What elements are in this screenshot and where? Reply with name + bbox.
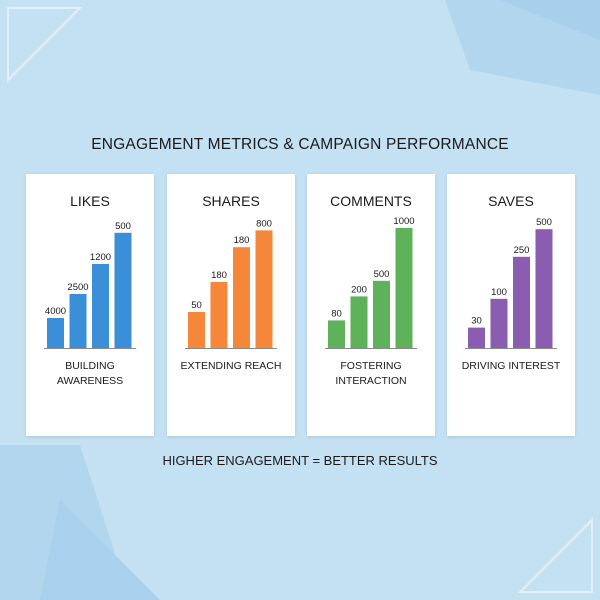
bar-chart: 80 200 500 1000: [325, 216, 417, 349]
bar: [535, 229, 553, 348]
chart-title: LIKES: [70, 193, 110, 209]
bar: [47, 318, 64, 348]
bar: [233, 247, 250, 348]
chart-caption: EXTENDING REACH: [180, 360, 282, 372]
bar: [513, 256, 530, 348]
bar: [210, 282, 228, 348]
chart-title: SHARES: [202, 193, 260, 209]
data-label: 250: [514, 245, 530, 256]
data-label: 180: [234, 235, 250, 246]
chart-title: SAVES: [488, 193, 534, 209]
data-label: 1200: [90, 252, 111, 263]
bar-chart: 30 100 250 500: [465, 217, 557, 349]
data-label: 180: [211, 270, 227, 281]
data-label: 2500: [67, 282, 88, 293]
chart-caption: BUILDING AWARENESS: [56, 360, 124, 387]
bar-chart: 4000 2500 1200 500: [44, 221, 136, 349]
data-label: 100: [491, 287, 507, 298]
bar: [468, 327, 485, 348]
bar: [350, 296, 368, 348]
chart-card-saves: SAVES 30 100 250 500 DRIVING INTEREST: [447, 174, 575, 436]
data-label: 1000: [393, 216, 414, 227]
bar: [69, 294, 87, 348]
bar: [92, 264, 109, 348]
chart-caption: DRIVING INTEREST: [461, 360, 561, 372]
bar-chart: 50 180 180 800: [185, 218, 277, 349]
bar: [328, 320, 345, 348]
bar: [255, 230, 273, 348]
data-label: 200: [351, 284, 367, 295]
data-label: 800: [256, 218, 272, 229]
bar: [490, 298, 508, 348]
data-label: 50: [191, 300, 202, 311]
data-label: 500: [536, 217, 552, 228]
footer-tagline: HIGHER ENGAGEMENT = BETTER RESULTS: [162, 453, 438, 468]
page-title: ENGAGEMENT METRICS & CAMPAIGN PERFORMANC…: [91, 136, 509, 153]
chart-caption: FOSTERING INTERACTION: [335, 360, 407, 387]
bar: [188, 312, 205, 348]
chart-title: COMMENTS: [330, 193, 412, 209]
bar: [373, 280, 390, 348]
chart-card-likes: LIKES 4000 2500 1200 500 BUILDING AWARENESS: [26, 174, 154, 436]
bar: [114, 232, 132, 348]
data-label: 80: [331, 308, 342, 319]
data-label: 30: [471, 316, 482, 327]
data-label: 500: [115, 221, 131, 232]
bar: [395, 228, 413, 348]
chart-card-comments: COMMENTS 80 200 500 1000 FOSTERING INTERACTIO…: [307, 174, 435, 436]
data-label: 4000: [45, 306, 66, 317]
chart-card-shares: SHARES 50 180 180 800 EXTENDING REACH: [167, 174, 295, 436]
data-label: 500: [374, 269, 390, 280]
